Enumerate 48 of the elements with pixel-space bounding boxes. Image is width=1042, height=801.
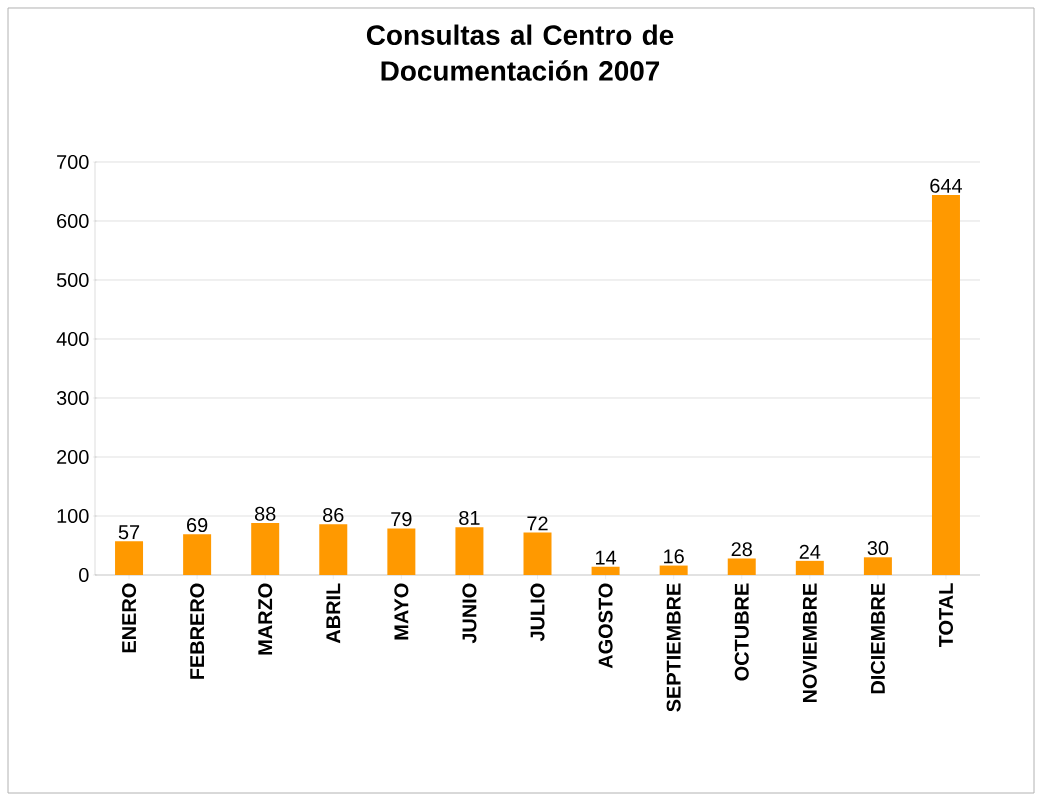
bar — [455, 527, 484, 575]
y-tick-label: 200 — [57, 449, 89, 465]
bar — [863, 557, 892, 575]
data-label: 30 — [867, 541, 889, 556]
x-tick-label: FEBRERO — [190, 583, 205, 679]
data-label: 644 — [930, 178, 963, 193]
y-tick-label: 300 — [56, 390, 89, 406]
y-tick-label: 0 — [79, 567, 89, 583]
bar — [795, 560, 824, 575]
x-tick-label: ABRIL — [326, 583, 341, 644]
data-label: 79 — [391, 512, 412, 527]
data-label: 14 — [596, 550, 617, 565]
bar — [523, 532, 552, 575]
x-tick-label: DICIEMBRE — [870, 583, 885, 694]
x-tick-label: MARZO — [258, 583, 273, 655]
bar — [931, 195, 960, 575]
data-label: 28 — [731, 542, 752, 557]
bar — [387, 528, 416, 575]
y-tick-label: 700 — [57, 154, 89, 170]
data-label: 81 — [459, 510, 480, 525]
data-label: 69 — [187, 517, 208, 533]
bar — [251, 523, 280, 575]
y-tick-label: 600 — [57, 213, 89, 229]
x-tick-label: OCTUBRE — [734, 583, 749, 681]
bar — [319, 524, 348, 575]
x-tick-label: AGOSTO — [598, 583, 613, 669]
x-tick-label: TOTAL — [938, 583, 954, 648]
y-tick-label: 100 — [57, 508, 89, 524]
y-tick-label: 500 — [56, 272, 89, 288]
data-label: 16 — [664, 549, 684, 564]
bar — [115, 541, 144, 575]
bar — [727, 558, 756, 575]
bar — [659, 565, 688, 575]
bar — [591, 566, 620, 575]
x-tick-label: JUNIO — [462, 583, 477, 644]
data-label: 88 — [254, 506, 276, 521]
data-label: 86 — [323, 507, 344, 523]
y-tick-label: 400 — [56, 331, 89, 347]
data-label: 57 — [118, 525, 140, 540]
x-tick-label: ENERO — [121, 583, 137, 653]
x-tick-label: MAYO — [394, 583, 409, 640]
data-label: 72 — [527, 516, 548, 531]
x-tick-label: SEPTIEMBRE — [666, 583, 681, 712]
chart-title: Consultas al Centro de Documentación 2007 — [366, 24, 674, 81]
x-tick-label: JULIO — [530, 583, 545, 642]
data-label: 24 — [799, 544, 821, 559]
bar — [183, 534, 212, 575]
x-tick-label: NOVIEMBRE — [802, 583, 817, 703]
